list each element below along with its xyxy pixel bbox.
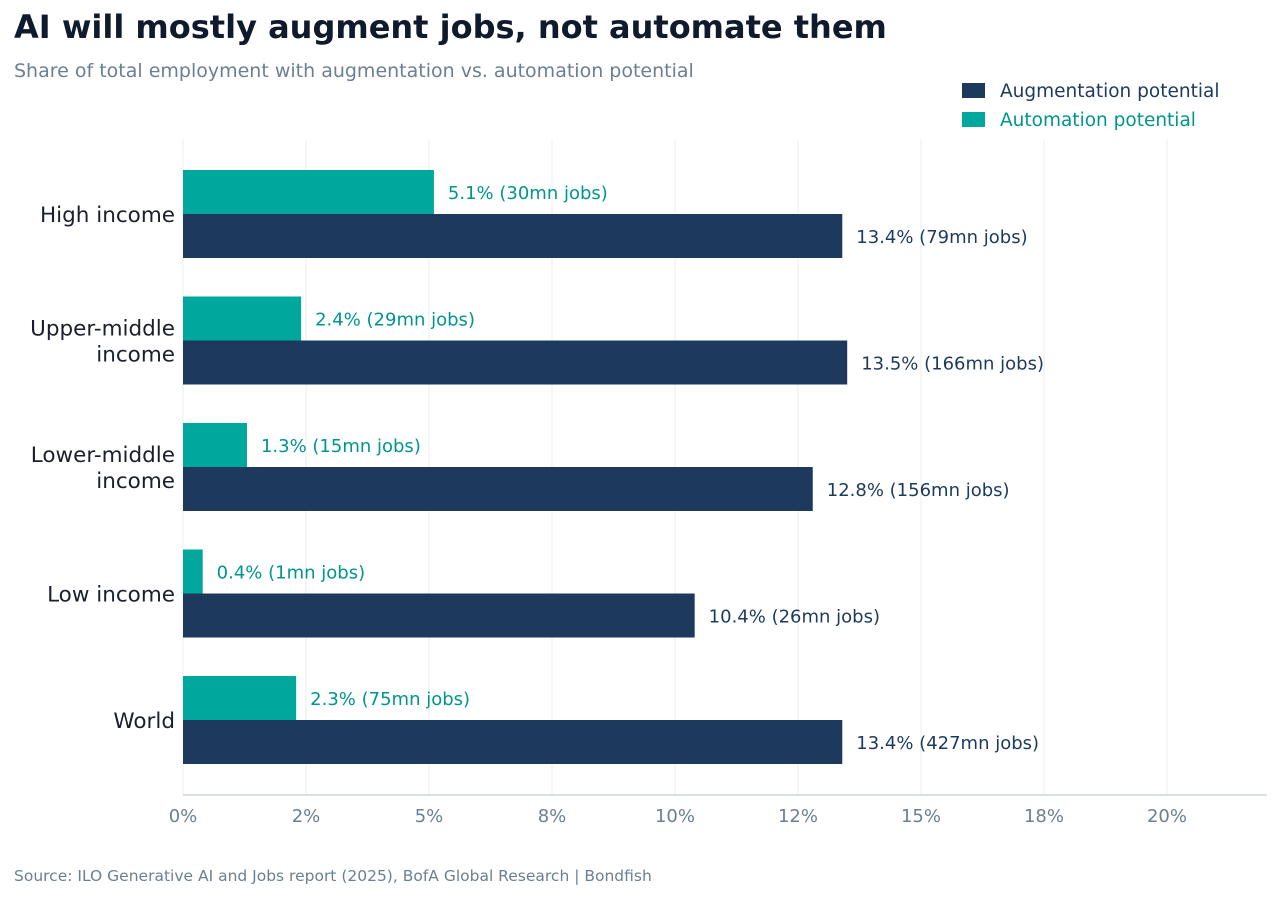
category-label: Lower-middle <box>31 443 175 468</box>
x-tick-label: 0% <box>169 806 198 827</box>
bar-augmentation <box>183 214 843 258</box>
category-labels: High incomeUpper-middleincomeLower-middl… <box>30 203 175 734</box>
x-tick-label: 8% <box>538 806 567 827</box>
bar-automation <box>183 549 203 594</box>
bar-augmentation <box>183 340 848 385</box>
data-label-automation: 1.3% (15mn jobs) <box>261 436 421 457</box>
bars <box>183 170 848 764</box>
category-label: income <box>96 469 175 494</box>
data-label-augmentation: 13.4% (79mn jobs) <box>856 227 1027 248</box>
x-tick-label: 5% <box>415 806 444 827</box>
category-label: High income <box>40 203 175 228</box>
x-tick-label: 12% <box>778 806 818 827</box>
category-label: Low income <box>47 583 175 608</box>
legend-swatch <box>962 83 985 98</box>
source-note: Source: ILO Generative AI and Jobs repor… <box>14 867 652 885</box>
bar-augmentation <box>183 593 695 638</box>
category-label: World <box>113 709 175 734</box>
x-tick-label: 15% <box>901 806 941 827</box>
data-label-augmentation: 12.8% (156mn jobs) <box>827 480 1010 501</box>
bar-automation <box>183 170 434 214</box>
data-label-automation: 2.4% (29mn jobs) <box>315 310 475 331</box>
category-label: income <box>96 343 175 368</box>
chart-subtitle: Share of total employment with augmentat… <box>14 60 694 82</box>
x-tick-label: 10% <box>655 806 695 827</box>
bar-automation <box>183 676 297 720</box>
legend: Augmentation potential Automation potenti… <box>962 81 1219 131</box>
bar-augmentation <box>183 720 843 764</box>
legend-label: Automation potential <box>1000 110 1196 131</box>
legend-swatch <box>962 112 985 127</box>
data-label-augmentation: 13.4% (427mn jobs) <box>856 733 1039 754</box>
data-label-automation: 0.4% (1mn jobs) <box>217 563 365 584</box>
bar-automation <box>183 296 302 341</box>
bar-augmentation <box>183 467 813 511</box>
legend-label: Augmentation potential <box>1000 81 1219 102</box>
bar-automation <box>183 423 247 467</box>
data-label-augmentation: 10.4% (26mn jobs) <box>709 607 880 628</box>
x-tick-label: 18% <box>1024 806 1064 827</box>
data-label-augmentation: 13.5% (166mn jobs) <box>861 354 1044 375</box>
category-label: Upper-middle <box>30 317 175 342</box>
data-label-automation: 2.3% (75mn jobs) <box>310 689 470 710</box>
chart-title: AI will mostly augment jobs, not automat… <box>14 8 887 46</box>
x-axis: 0% 2% 5% 8% 10% 12% 15% 18% 20% <box>169 794 1267 827</box>
x-tick-label: 2% <box>292 806 321 827</box>
data-labels: 5.1% (30mn jobs) 13.4% (79mn jobs) 2.4% (2… <box>217 183 1044 754</box>
x-tick-label: 20% <box>1147 806 1187 827</box>
data-label-automation: 5.1% (30mn jobs) <box>448 183 608 204</box>
